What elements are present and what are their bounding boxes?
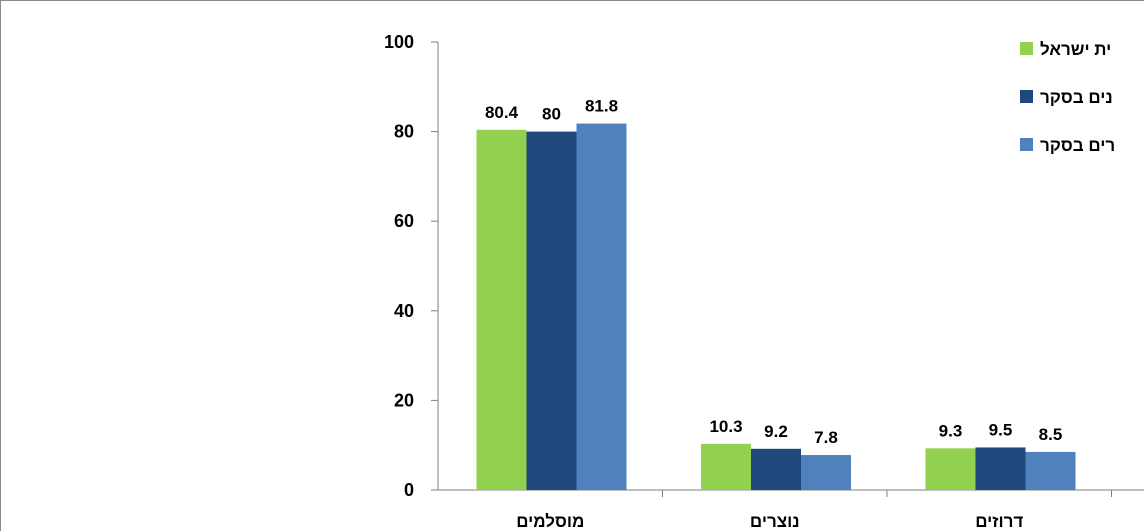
legend-swatch	[1020, 90, 1033, 103]
bar	[801, 455, 851, 490]
y-tick-label: 80	[394, 122, 414, 142]
data-label: 7.8	[814, 428, 838, 447]
data-label: 10.3	[709, 417, 742, 436]
y-tick-label: 20	[394, 390, 414, 410]
legend-label: ית ישראל	[1040, 40, 1111, 59]
bar	[701, 443, 751, 490]
legend-swatch	[1020, 42, 1033, 55]
bar	[925, 448, 976, 490]
category-label: נוצרים	[750, 512, 800, 531]
data-label: 80.4	[485, 103, 519, 122]
data-label: 9.3	[939, 421, 963, 440]
category-label: מוסלמים	[516, 512, 584, 531]
category-label: דרוזים	[975, 512, 1023, 531]
bar	[476, 129, 527, 491]
bar	[576, 123, 627, 490]
data-label: 8.5	[1039, 425, 1063, 444]
bar	[526, 131, 577, 490]
bar	[975, 447, 1026, 490]
data-label: 80	[542, 105, 561, 124]
data-label: 9.2	[764, 422, 788, 441]
y-tick-label: 40	[394, 301, 414, 321]
data-label: 81.8	[585, 97, 618, 116]
y-tick-label: 100	[384, 32, 414, 52]
bar	[1025, 451, 1076, 490]
y-tick-label: 0	[404, 480, 414, 500]
legend-label: רים בסקר	[1040, 136, 1115, 155]
data-label: 9.5	[989, 420, 1013, 439]
bar	[751, 448, 801, 490]
legend-swatch	[1020, 138, 1033, 151]
legend-label: נים בסקר	[1040, 88, 1113, 107]
y-tick-label: 60	[394, 211, 414, 231]
